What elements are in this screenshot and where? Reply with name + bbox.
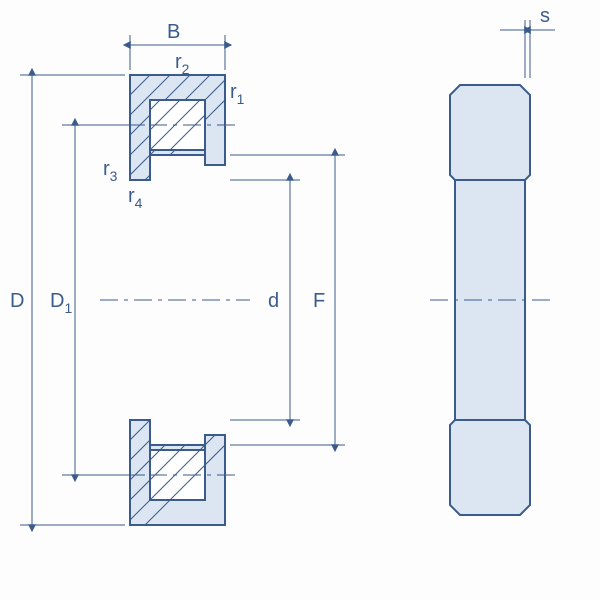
right-view (430, 85, 555, 515)
label-r4-sub: 4 (135, 195, 143, 211)
left-section (100, 0, 350, 540)
bearing-diagram: B D D1 d F s r2 r1 r3 r4 (0, 0, 600, 600)
label-D1: D (50, 290, 64, 312)
svg-text:r4: r4 (128, 185, 143, 211)
label-D1-sub: 1 (64, 300, 72, 316)
label-D: D (10, 290, 24, 312)
label-s: s (540, 5, 550, 27)
label-d: d (268, 290, 279, 312)
label-r3-sub: 3 (110, 168, 118, 184)
label-r1-sub: 1 (237, 91, 245, 107)
svg-text:r3: r3 (103, 158, 118, 184)
svg-text:D1: D1 (50, 290, 72, 316)
svg-text:r2: r2 (175, 51, 190, 77)
label-r2-sub: 2 (182, 61, 190, 77)
label-B: B (167, 21, 180, 43)
label-F: F (313, 290, 325, 312)
svg-text:r1: r1 (230, 81, 245, 107)
